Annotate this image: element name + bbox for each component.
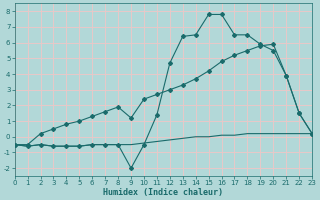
X-axis label: Humidex (Indice chaleur): Humidex (Indice chaleur) <box>103 188 223 197</box>
